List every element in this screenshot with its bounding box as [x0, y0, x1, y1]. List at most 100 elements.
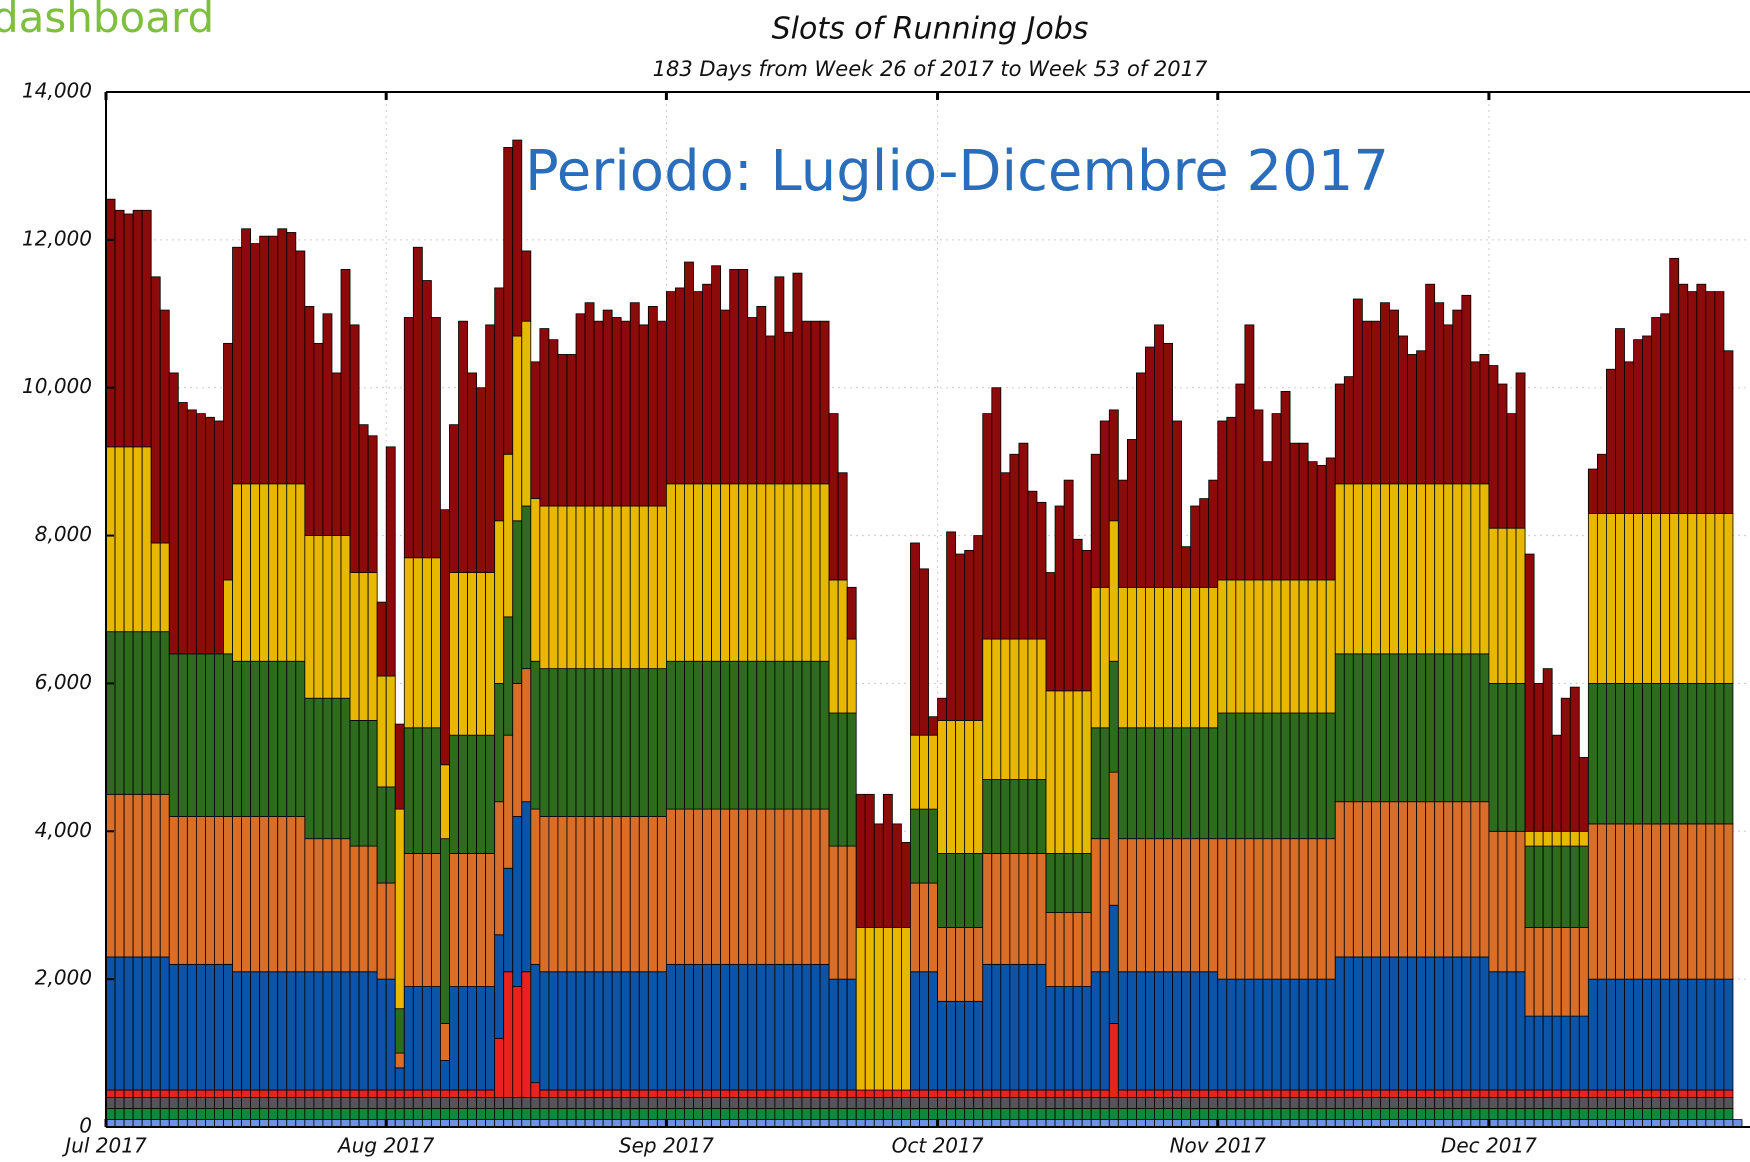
bar-segment: [991, 963, 1002, 1091]
bar-segment: [1606, 1097, 1616, 1109]
bar-segment: [702, 963, 712, 1091]
bar-segment: [340, 269, 351, 536]
bar-segment: [638, 816, 649, 973]
bar-segment: [331, 372, 342, 536]
bar-segment: [702, 1089, 712, 1098]
bar-segment: [421, 1089, 432, 1098]
bar-segment: [503, 1108, 514, 1121]
bar-segment: [1235, 1119, 1246, 1128]
bar-segment: [440, 764, 450, 840]
bar-segment: [620, 668, 631, 817]
bar-segment: [1271, 978, 1282, 1091]
bar-segment: [268, 1097, 279, 1109]
bar-segment: [919, 1097, 929, 1109]
bar-segment: [891, 926, 902, 1091]
bar-segment: [1217, 1089, 1228, 1098]
bar-segment: [566, 1089, 577, 1098]
bar-segment: [1090, 1089, 1101, 1098]
bar-segment: [1099, 1108, 1110, 1121]
bar-segment: [1569, 686, 1580, 832]
bar-segment: [512, 1119, 523, 1128]
bar-segment: [1542, 1089, 1553, 1098]
bar-segment: [150, 631, 161, 795]
bar-segment: [611, 1097, 622, 1109]
bar-segment: [1000, 638, 1011, 780]
bar-segment: [1560, 1089, 1571, 1098]
bar-segment: [1298, 978, 1309, 1091]
bar-segment: [1226, 1089, 1237, 1098]
bar-segment: [141, 631, 152, 795]
bar-segment: [105, 446, 116, 633]
bar-segment: [1651, 1097, 1662, 1109]
bar-segment: [1587, 978, 1598, 1091]
bar-segment: [702, 808, 712, 965]
bar-segment: [150, 1119, 161, 1128]
bar-segment: [837, 845, 848, 980]
bar-segment: [1696, 1119, 1707, 1128]
bar-segment: [421, 727, 432, 854]
bar-segment: [1615, 1108, 1625, 1121]
bar-segment: [928, 734, 938, 810]
bar-segment: [195, 1119, 206, 1128]
bar-segment: [1560, 697, 1571, 832]
bar-segment: [819, 660, 830, 810]
bar-segment: [1371, 801, 1381, 958]
bar-segment: [1506, 971, 1517, 1091]
bar-segment: [304, 1089, 315, 1098]
bar-segment: [467, 1119, 477, 1128]
bar-segment: [693, 1089, 703, 1098]
bar-segment: [485, 734, 496, 854]
bar-segment: [539, 1089, 550, 1098]
bar-segment: [1000, 1089, 1011, 1098]
bar-segment: [467, 1097, 477, 1109]
bar-segment: [1045, 853, 1056, 914]
bar-segment: [937, 1108, 947, 1121]
bar-segment: [340, 1089, 351, 1098]
bar-segment: [774, 483, 785, 662]
bar-segment: [512, 986, 523, 1098]
bar-segment: [1108, 520, 1119, 662]
bar-segment: [1108, 771, 1119, 906]
bar-segment: [159, 956, 170, 1091]
bar-segment: [928, 808, 938, 884]
bar-segment: [1398, 335, 1408, 485]
bar-segment: [620, 1108, 631, 1121]
bar-segment: [1036, 853, 1047, 965]
bar-segment: [1325, 1097, 1336, 1109]
bar-segment: [1416, 956, 1427, 1091]
bar-segment: [566, 816, 577, 973]
bar-segment: [1298, 1089, 1309, 1098]
bar-segment: [1163, 1097, 1173, 1109]
bar-segment: [476, 1108, 487, 1121]
bar-segment: [946, 1000, 957, 1091]
bar-segment: [593, 1097, 604, 1109]
bar-segment: [973, 1108, 984, 1121]
bar-segment: [1063, 1119, 1074, 1128]
bar-segment: [277, 816, 288, 973]
bar-segment: [783, 1119, 794, 1128]
bar-segment: [412, 986, 423, 1091]
bar-segment: [1669, 683, 1680, 825]
bar-segment: [1587, 512, 1598, 684]
bar-segment: [1181, 1108, 1192, 1121]
bar-segment: [132, 1089, 143, 1098]
bar-segment: [955, 1108, 966, 1121]
bar-segment: [629, 971, 640, 1091]
bar-segment: [286, 1119, 297, 1128]
bar-segment: [1615, 823, 1625, 980]
bar-segment: [946, 719, 957, 854]
bar-segment: [304, 305, 315, 536]
bar-segment: [810, 483, 821, 662]
bar-segment: [1578, 1097, 1589, 1109]
bar-segment: [629, 505, 640, 670]
bar-segment: [864, 1097, 875, 1109]
bar-segment: [1651, 1089, 1662, 1098]
bar-segment: [1606, 1089, 1616, 1098]
bar-segment: [141, 1108, 152, 1121]
bar-segment: [620, 505, 631, 670]
bar-segment: [1660, 313, 1671, 514]
bar-segment: [1479, 483, 1490, 655]
bar-segment: [1262, 461, 1273, 581]
bar-segment: [828, 413, 839, 581]
bar-segment: [774, 660, 785, 810]
